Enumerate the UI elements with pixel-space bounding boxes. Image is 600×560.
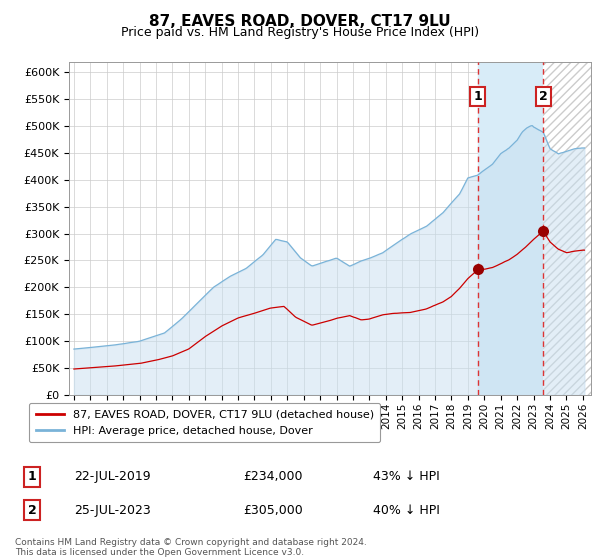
Text: Price paid vs. HM Land Registry's House Price Index (HPI): Price paid vs. HM Land Registry's House … (121, 26, 479, 39)
Text: 40% ↓ HPI: 40% ↓ HPI (373, 504, 440, 517)
Text: £234,000: £234,000 (244, 470, 303, 483)
Text: 1: 1 (28, 470, 37, 483)
Bar (478, 62, 544, 395)
Legend: 87, EAVES ROAD, DOVER, CT17 9LU (detached house), HPI: Average price, detached h: 87, EAVES ROAD, DOVER, CT17 9LU (detache… (29, 403, 380, 442)
Text: 87, EAVES ROAD, DOVER, CT17 9LU: 87, EAVES ROAD, DOVER, CT17 9LU (149, 14, 451, 29)
Text: 2: 2 (539, 90, 548, 103)
Text: 25-JUL-2023: 25-JUL-2023 (74, 504, 151, 517)
Text: 22-JUL-2019: 22-JUL-2019 (74, 470, 151, 483)
Text: 43% ↓ HPI: 43% ↓ HPI (373, 470, 440, 483)
Text: 1: 1 (473, 90, 482, 103)
Text: 2: 2 (28, 504, 37, 517)
Text: Contains HM Land Registry data © Crown copyright and database right 2024.
This d: Contains HM Land Registry data © Crown c… (15, 538, 367, 557)
Text: £305,000: £305,000 (244, 504, 304, 517)
